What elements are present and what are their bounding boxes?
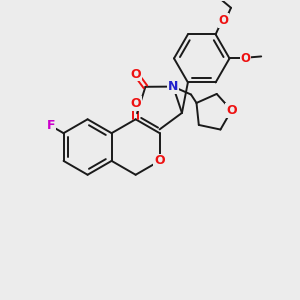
Text: O: O (219, 14, 229, 27)
Text: O: O (131, 68, 141, 81)
Text: N: N (168, 80, 178, 93)
Text: O: O (131, 68, 141, 81)
Text: O: O (240, 52, 250, 65)
Text: N: N (168, 80, 178, 93)
Text: O: O (226, 104, 237, 117)
Text: O: O (130, 97, 141, 110)
Text: O: O (130, 97, 141, 110)
Text: F: F (46, 119, 55, 132)
Text: O: O (154, 154, 165, 167)
Text: O: O (154, 154, 165, 167)
Text: F: F (46, 119, 55, 132)
Text: O: O (226, 104, 237, 117)
Text: O: O (219, 14, 229, 27)
Text: O: O (240, 52, 250, 65)
